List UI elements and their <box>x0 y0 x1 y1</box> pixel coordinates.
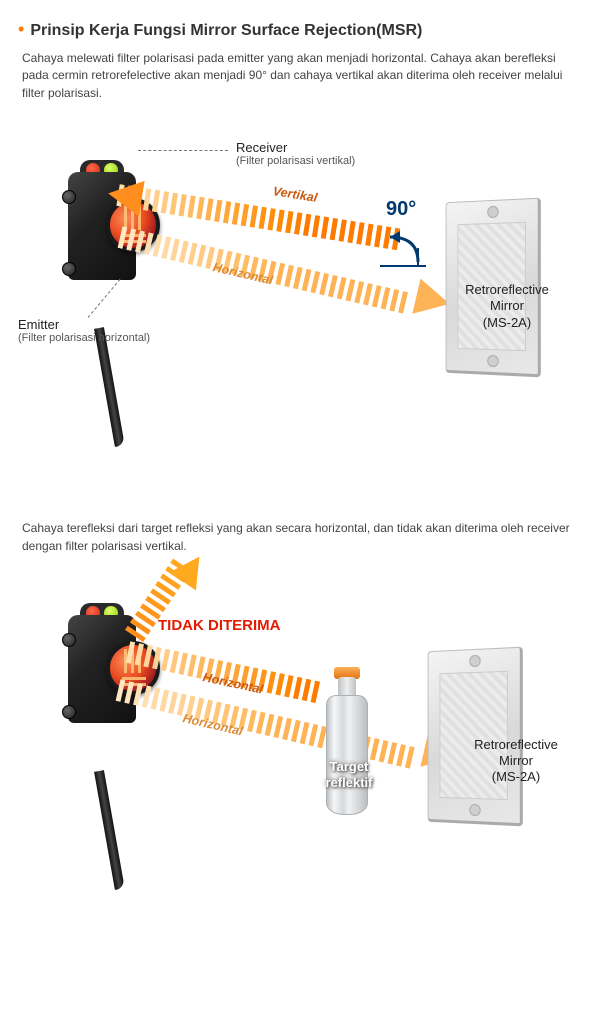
mirror-label-line: Retroreflective <box>465 282 549 297</box>
deg90-label: 90° <box>386 198 416 221</box>
receiver-label: Receiver (Filter polarisasi vertikal) <box>236 140 355 167</box>
mirror-mount-hole-icon <box>487 206 498 218</box>
emitter-label-text: Emitter <box>18 317 59 332</box>
mirror-label-line: Mirror <box>490 298 524 313</box>
turn-arrow-icon <box>370 222 430 282</box>
screw-icon <box>62 633 76 647</box>
emitter-sublabel: (Filter polarisasi horizontal) <box>18 332 150 344</box>
beam-return-text: Vertikal <box>272 184 318 205</box>
sensor-unit <box>58 152 148 302</box>
screw-icon <box>62 705 76 719</box>
leader-line <box>138 150 228 151</box>
bottle-body <box>326 695 368 815</box>
mirror-label-line: Mirror <box>499 753 533 768</box>
description-2: Cahaya terefleksi dari target refleksi y… <box>22 520 572 555</box>
receiver-label-text: Receiver <box>236 140 287 155</box>
emitter-label: Emitter (Filter polarisasi horizontal) <box>18 317 150 344</box>
receiver-sublabel: (Filter polarisasi vertikal) <box>236 155 355 167</box>
reflective-target-bottle <box>318 667 376 817</box>
title-bullet-icon: • <box>18 20 24 38</box>
beam-return-arrow-icon <box>105 176 144 217</box>
mirror-label-line: Retroreflective <box>474 737 558 752</box>
mirror-label: Retroreflective Mirror (MS-2A) <box>456 737 576 786</box>
not-received-label: TIDAK DITERIMA <box>158 617 281 634</box>
page-title: Prinsip Kerja Fungsi Mirror Surface Reje… <box>30 22 422 40</box>
description-1: Cahaya melewati filter polarisasi pada e… <box>22 50 572 102</box>
mirror-label: Retroreflective Mirror (MS-2A) <box>447 282 567 331</box>
mirror-label-line: (MS-2A) <box>483 315 531 330</box>
mirror-mount-hole-icon <box>487 355 498 367</box>
target-label-line: Target <box>330 759 369 774</box>
target-label: Target reflektif <box>316 759 382 790</box>
section-title: • Prinsip Kerja Fungsi Mirror Surface Re… <box>18 20 572 40</box>
mirror-mount-hole-icon <box>469 655 480 667</box>
mirror-mount-hole-icon <box>469 804 480 816</box>
diagram-msr-accept: Receiver (Filter polarisasi vertikal) Em… <box>18 122 572 452</box>
target-label-line: reflektif <box>326 775 373 790</box>
sensor-cable <box>94 327 125 447</box>
diagram-msr-reject: Horizontal Horizontal TIDAK DITERIMA Tar… <box>18 575 572 875</box>
mirror-label-line: (MS-2A) <box>492 769 540 784</box>
sensor-cable <box>94 770 125 890</box>
